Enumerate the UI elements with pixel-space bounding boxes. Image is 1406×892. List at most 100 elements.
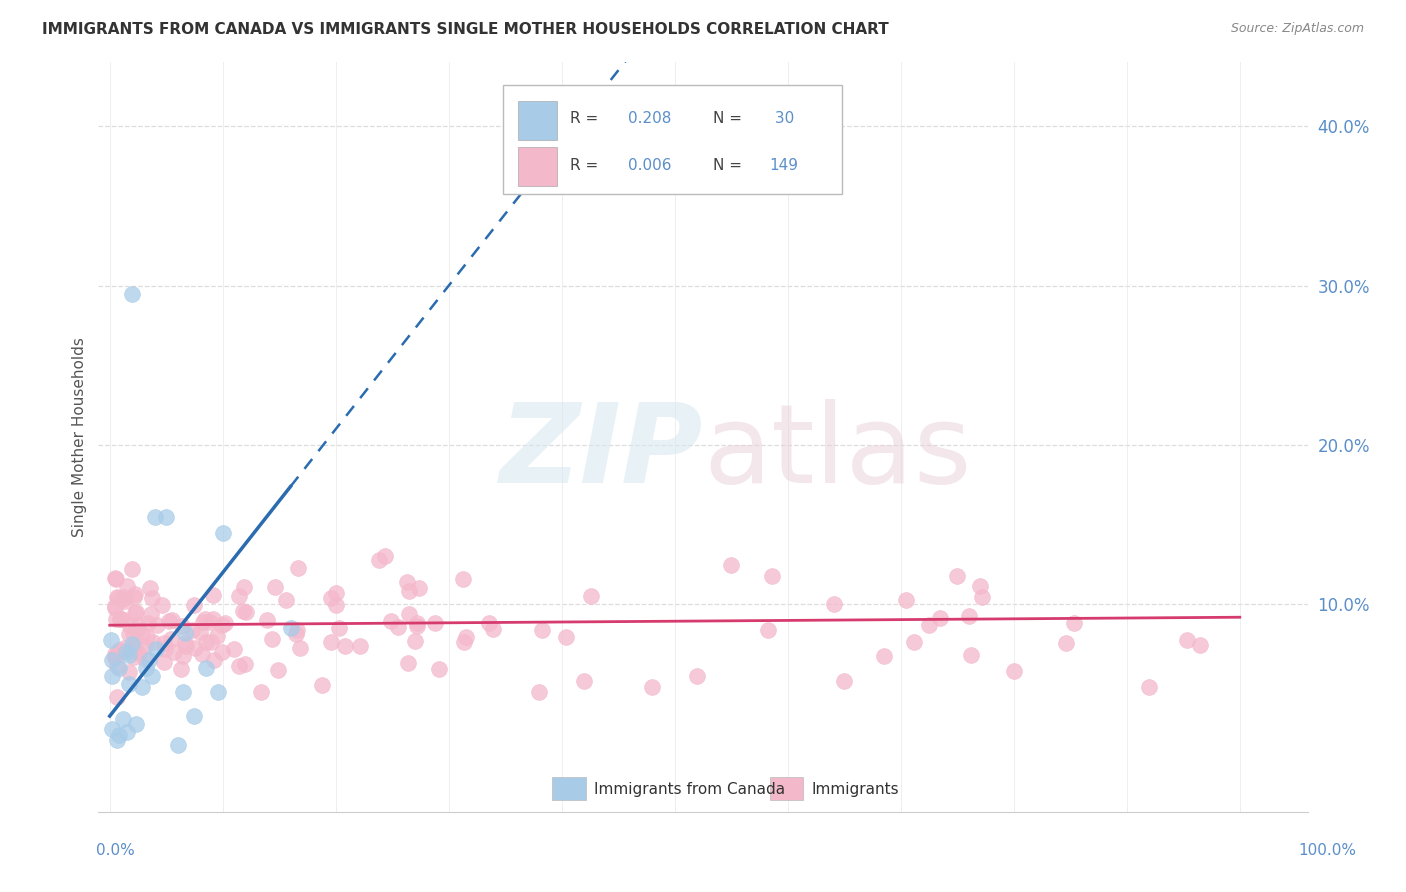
Point (398, 584, 420, 599)
Point (235, 605, 257, 619)
Point (124, 606, 146, 620)
Text: Immigrants: Immigrants (811, 781, 900, 797)
Point (101, 653, 124, 667)
Point (104, 648, 127, 662)
Point (957, 608, 980, 623)
Point (174, 626, 197, 640)
Point (1063, 616, 1085, 631)
FancyBboxPatch shape (503, 85, 842, 194)
Point (201, 612, 224, 626)
FancyBboxPatch shape (551, 777, 586, 800)
Point (311, 678, 333, 692)
Point (482, 622, 505, 636)
Text: N =: N = (713, 112, 747, 126)
Point (554, 630, 576, 644)
Point (122, 639, 145, 653)
Point (917, 618, 939, 632)
Point (456, 630, 478, 644)
Text: R =: R = (569, 112, 603, 126)
Point (141, 591, 163, 606)
Text: 149: 149 (769, 158, 799, 172)
Point (274, 593, 297, 607)
Point (115, 579, 138, 593)
Point (288, 640, 311, 655)
Point (141, 669, 163, 683)
Point (287, 561, 309, 575)
Point (1137, 681, 1160, 695)
Point (368, 553, 391, 567)
Point (121, 286, 143, 301)
Point (195, 635, 218, 649)
Point (118, 627, 141, 641)
Point (191, 647, 214, 661)
Point (166, 738, 188, 752)
Point (325, 598, 347, 612)
Point (145, 642, 167, 657)
Point (183, 709, 205, 723)
Point (104, 601, 127, 615)
Point (405, 616, 427, 631)
Point (131, 627, 153, 641)
Point (427, 662, 450, 676)
Point (111, 644, 134, 658)
Point (136, 630, 159, 644)
Text: 0.208: 0.208 (628, 112, 672, 126)
Point (211, 618, 233, 632)
Point (894, 593, 917, 607)
Point (139, 581, 162, 595)
Point (105, 733, 128, 747)
Point (107, 661, 129, 675)
Point (105, 590, 128, 604)
Point (138, 653, 160, 667)
Point (280, 621, 302, 635)
Point (124, 587, 146, 601)
Point (228, 659, 250, 673)
Point (172, 685, 194, 699)
FancyBboxPatch shape (517, 147, 557, 186)
Point (153, 655, 176, 669)
Point (284, 627, 307, 641)
Point (478, 616, 501, 631)
Point (104, 599, 127, 613)
Point (135, 661, 157, 675)
Point (121, 562, 143, 576)
Point (163, 645, 186, 659)
Point (121, 637, 143, 651)
Text: ZIP: ZIP (499, 399, 703, 506)
Point (761, 569, 783, 583)
Point (194, 661, 217, 675)
Point (188, 625, 211, 640)
Point (122, 626, 145, 640)
Point (134, 639, 156, 653)
Point (1054, 636, 1077, 650)
Point (153, 641, 176, 656)
Point (125, 623, 148, 637)
Text: IMMIGRANTS FROM CANADA VS IMMIGRANTS SINGLE MOTHER HOUSEHOLDS CORRELATION CHART: IMMIGRANTS FROM CANADA VS IMMIGRANTS SIN… (42, 22, 889, 37)
Text: atlas: atlas (703, 399, 972, 506)
Point (145, 617, 167, 632)
Text: 0.0%: 0.0% (96, 843, 135, 858)
Text: N =: N = (713, 158, 747, 172)
Point (232, 580, 254, 594)
Point (118, 648, 141, 663)
Point (256, 614, 278, 628)
FancyBboxPatch shape (769, 777, 803, 800)
Point (120, 619, 142, 633)
Point (380, 614, 402, 628)
Point (115, 645, 138, 659)
Point (969, 579, 991, 593)
Point (228, 589, 250, 603)
Point (136, 615, 159, 630)
Point (207, 685, 229, 699)
Point (946, 568, 969, 582)
Point (408, 581, 430, 595)
Point (108, 612, 131, 626)
Point (832, 673, 855, 688)
Point (929, 611, 952, 625)
Point (641, 681, 664, 695)
Point (131, 681, 153, 695)
Point (172, 648, 194, 663)
Point (231, 604, 253, 618)
Point (260, 632, 283, 646)
Point (139, 607, 162, 621)
